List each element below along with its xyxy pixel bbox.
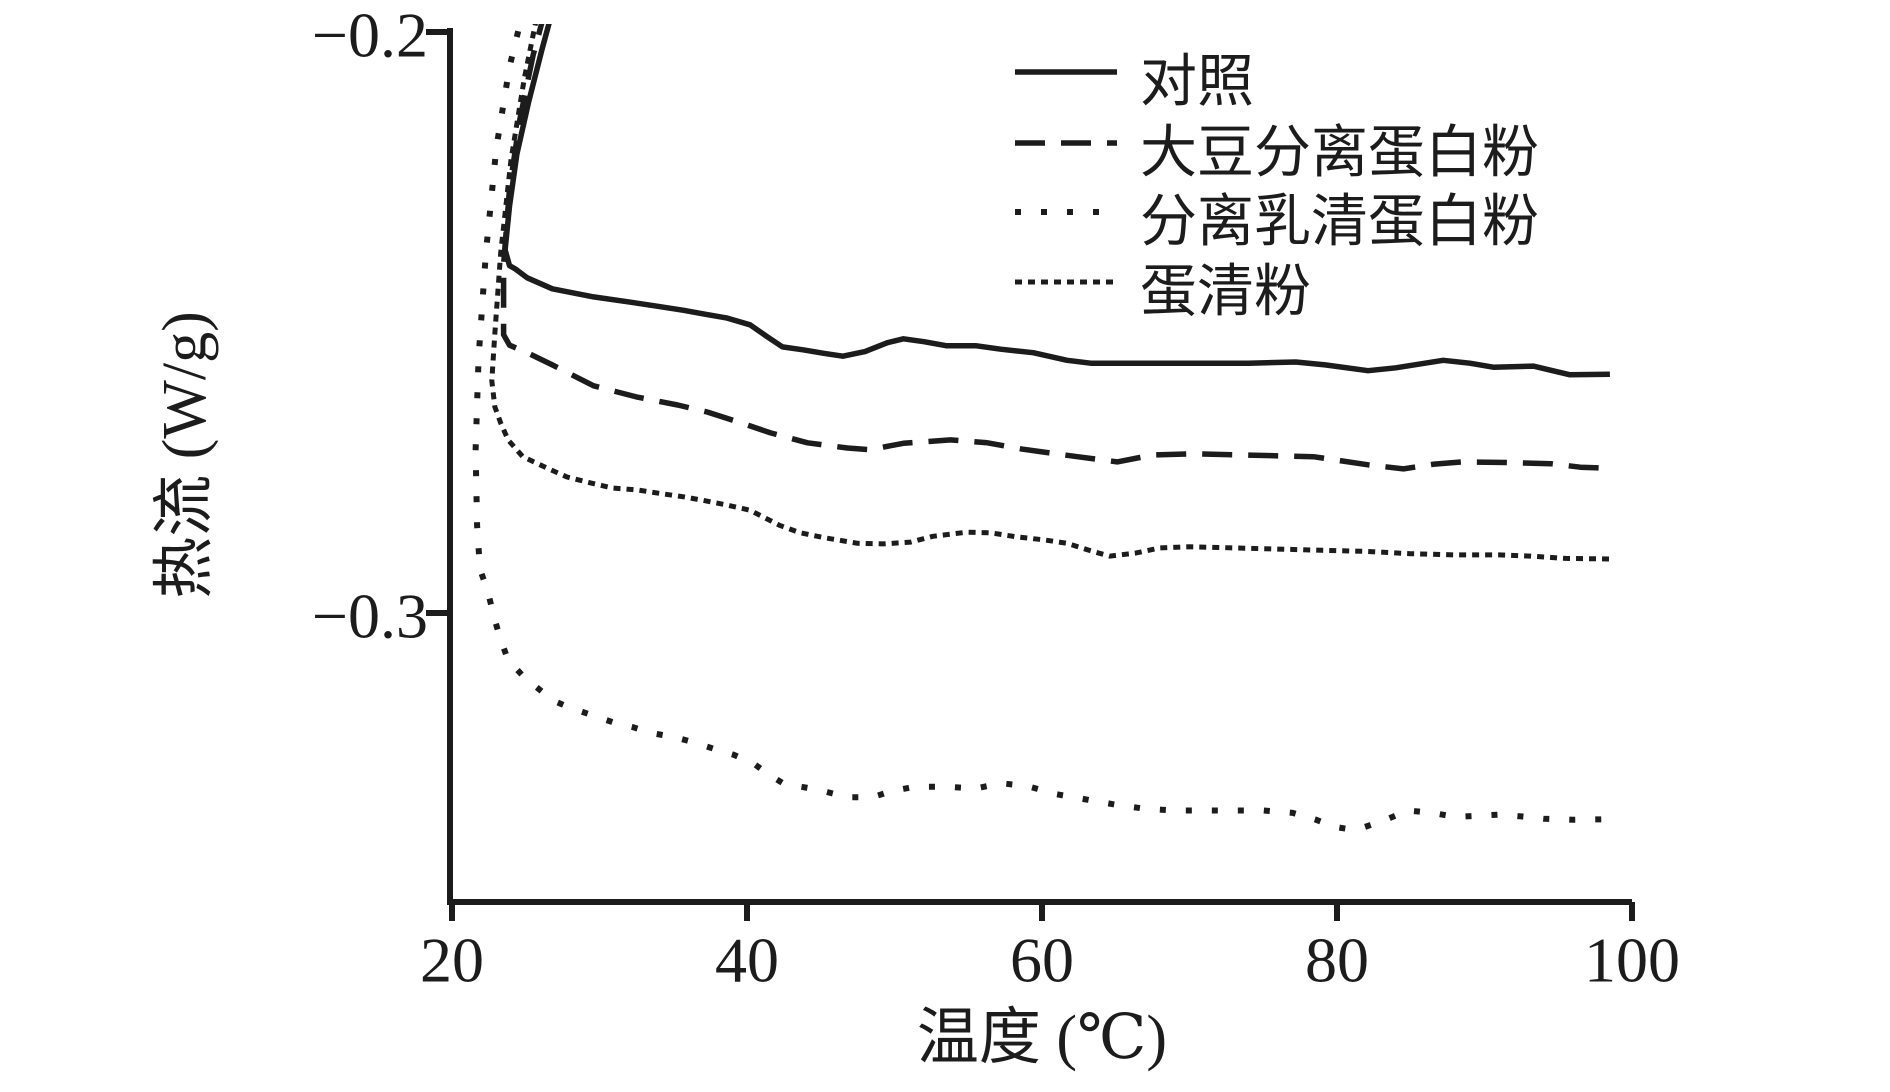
x-tick-label: 80 xyxy=(1305,925,1369,996)
series-line-dense-dotted xyxy=(489,24,1610,562)
legend: 对照 大豆分离蛋白粉 分离乳清蛋白粉 蛋清粉 xyxy=(1015,51,1539,324)
plot-area xyxy=(472,24,1615,833)
x-axis-title: 温度 (℃) xyxy=(917,1004,1167,1072)
x-tick-label: 40 xyxy=(715,925,779,996)
legend-item-soy-protein-isolate: 大豆分离蛋白粉 xyxy=(1015,122,1539,185)
x-tick-label: 60 xyxy=(1010,925,1074,996)
legend-label: 分离乳清蛋白粉 xyxy=(1140,191,1539,254)
x-axis-ticks xyxy=(449,902,1635,921)
x-tick-label: 100 xyxy=(1584,925,1680,996)
legend-item-egg-white-powder: 蛋清粉 xyxy=(1015,261,1311,324)
legend-label: 大豆分离蛋白粉 xyxy=(1140,122,1539,185)
y-axis-tick-labels: −0.2 −0.3 xyxy=(312,0,428,652)
legend-label: 对照 xyxy=(1140,51,1254,114)
legend-item-whey-protein-isolate: 分离乳清蛋白粉 xyxy=(1015,191,1539,254)
x-tick-label: 20 xyxy=(420,925,484,996)
series-line-dashed xyxy=(500,24,1611,472)
y-axis-title: 热流 (W/g) xyxy=(151,311,219,599)
y-axis-ticks xyxy=(426,29,450,616)
legend-item-control: 对照 xyxy=(1015,51,1254,114)
series-line-solid xyxy=(502,24,1610,378)
legend-label: 蛋清粉 xyxy=(1140,261,1311,324)
y-tick-label: −0.2 xyxy=(312,0,428,71)
y-tick-label: −0.3 xyxy=(312,581,428,652)
x-axis-tick-labels: 20 40 60 80 100 xyxy=(420,925,1680,996)
